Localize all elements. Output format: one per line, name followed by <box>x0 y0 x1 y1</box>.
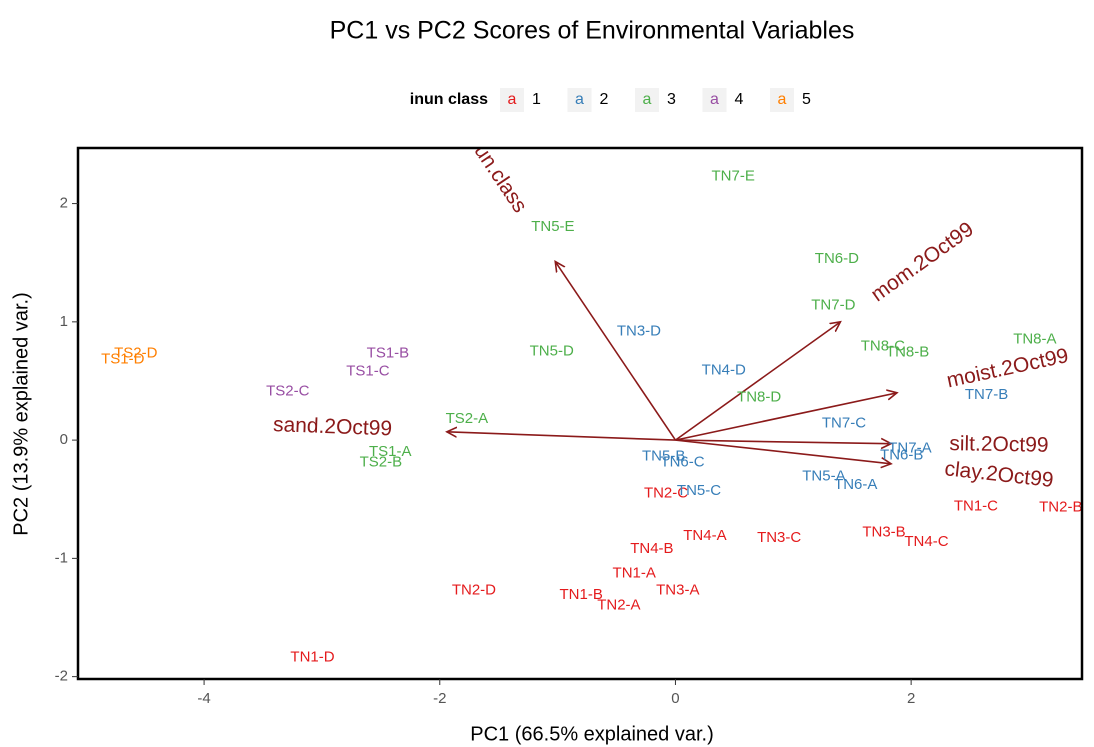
point-label: TN6-B <box>880 446 923 463</box>
loading-arrow <box>447 432 676 441</box>
point-label: TN8-A <box>1013 331 1056 348</box>
legend-key <box>500 88 524 112</box>
y-axis-title: PC2 (13.9% explained var.) <box>10 292 32 535</box>
legend-key <box>567 88 592 112</box>
legend-key-glyph: a <box>710 91 719 108</box>
y-tick-label: 1 <box>60 313 68 330</box>
point-label: TN2-D <box>452 581 496 598</box>
point-label: TN1-C <box>954 497 998 514</box>
legend-key <box>635 88 659 112</box>
x-tick-label: -4 <box>197 690 210 707</box>
point-label: TS2-A <box>446 410 489 427</box>
point-label: TN7-E <box>712 167 755 184</box>
point-label: TS1-C <box>346 362 390 379</box>
point-label: TN5-E <box>531 218 574 235</box>
point-label: TN8-C <box>861 338 905 355</box>
plot-border <box>76 146 1084 681</box>
x-tick-label: 2 <box>907 690 915 707</box>
loading-label: clay.2Oct99 <box>943 457 1054 492</box>
y-tick-label: -2 <box>55 668 68 685</box>
legend-key-glyph: a <box>508 91 517 108</box>
loading-arrow <box>555 262 677 441</box>
legend-key-glyph: a <box>575 91 584 108</box>
y-tick-label: -1 <box>55 549 68 566</box>
legend-label: 1 <box>532 91 541 108</box>
point-label: TS2-C <box>266 383 310 400</box>
point-label: TN3-A <box>656 581 699 598</box>
point-label: TN5-B <box>642 448 685 465</box>
point-label: TN5-C <box>677 482 721 499</box>
x-axis-title: PC1 (66.5% explained var.) <box>470 723 713 745</box>
loading-arrow <box>675 439 891 464</box>
loading-arrow <box>675 440 891 444</box>
plot-area: sand.2Oct99 inun.class mom.2Oct99 moist.2Oc… <box>101 127 1082 666</box>
loading-arrow <box>674 322 840 441</box>
point-label: TS1-D <box>101 351 145 368</box>
loading-label: inun.class <box>460 127 531 217</box>
loading-label: mom.2Oct99 <box>867 218 978 307</box>
point-label: TN2-B <box>1039 498 1082 515</box>
loading-label: sand.2Oct99 <box>273 413 393 440</box>
x-tick-label: -2 <box>433 690 446 707</box>
legend-key <box>702 88 727 112</box>
point-label: TN8-B <box>886 344 929 361</box>
loading-label: silt.2Oct99 <box>949 432 1049 457</box>
point-label: TS2-D <box>114 345 158 362</box>
legend-key <box>770 88 794 112</box>
legend-key-glyph: a <box>778 91 787 108</box>
point-label: TN5-D <box>530 342 574 359</box>
point-label: TN8-D <box>737 389 781 406</box>
point-label: TN1-D <box>290 649 334 666</box>
point-label: TN1-B <box>560 586 603 603</box>
point-label: TN3-B <box>862 523 905 540</box>
point-label: TN5-A <box>802 468 845 485</box>
point-label: TS1-B <box>367 345 410 362</box>
point-label: TN1-A <box>613 565 656 582</box>
point-label: TN7-A <box>888 439 931 456</box>
legend-key-glyph: a <box>643 91 652 108</box>
y-tick-label: 0 <box>60 431 68 448</box>
x-tick-label: 0 <box>671 690 679 707</box>
legend-label: 2 <box>600 91 609 108</box>
point-label: TN3-D <box>617 322 661 339</box>
point-label: TN2-A <box>597 597 640 614</box>
loading-arrow <box>675 393 897 441</box>
point-label: TN4-A <box>683 527 726 544</box>
y-tick-label: 2 <box>60 195 68 212</box>
point-label: TN2-C <box>644 484 688 501</box>
legend-label: 3 <box>667 91 676 108</box>
point-label: TN6-C <box>660 454 704 471</box>
point-label: TS1-A <box>369 443 412 460</box>
point-label: TN6-D <box>815 250 859 267</box>
point-label: TN6-A <box>834 476 877 493</box>
legend-title: inun class <box>410 91 488 108</box>
point-label: TN3-C <box>757 529 801 546</box>
point-label: TN7-C <box>822 415 866 432</box>
point-label: TS2-B <box>360 454 403 471</box>
point-label: TN4-D <box>702 361 746 378</box>
point-label: TN7-B <box>965 386 1008 403</box>
chart-title: PC1 vs PC2 Scores of Environmental Varia… <box>330 17 855 45</box>
legend-label: 5 <box>802 91 811 108</box>
point-label: TN4-B <box>630 540 673 557</box>
point-label: TN4-C <box>904 533 948 550</box>
legend-label: 4 <box>735 91 744 108</box>
point-label: TN7-D <box>811 296 855 313</box>
loading-label: moist.2Oct99 <box>945 344 1071 392</box>
